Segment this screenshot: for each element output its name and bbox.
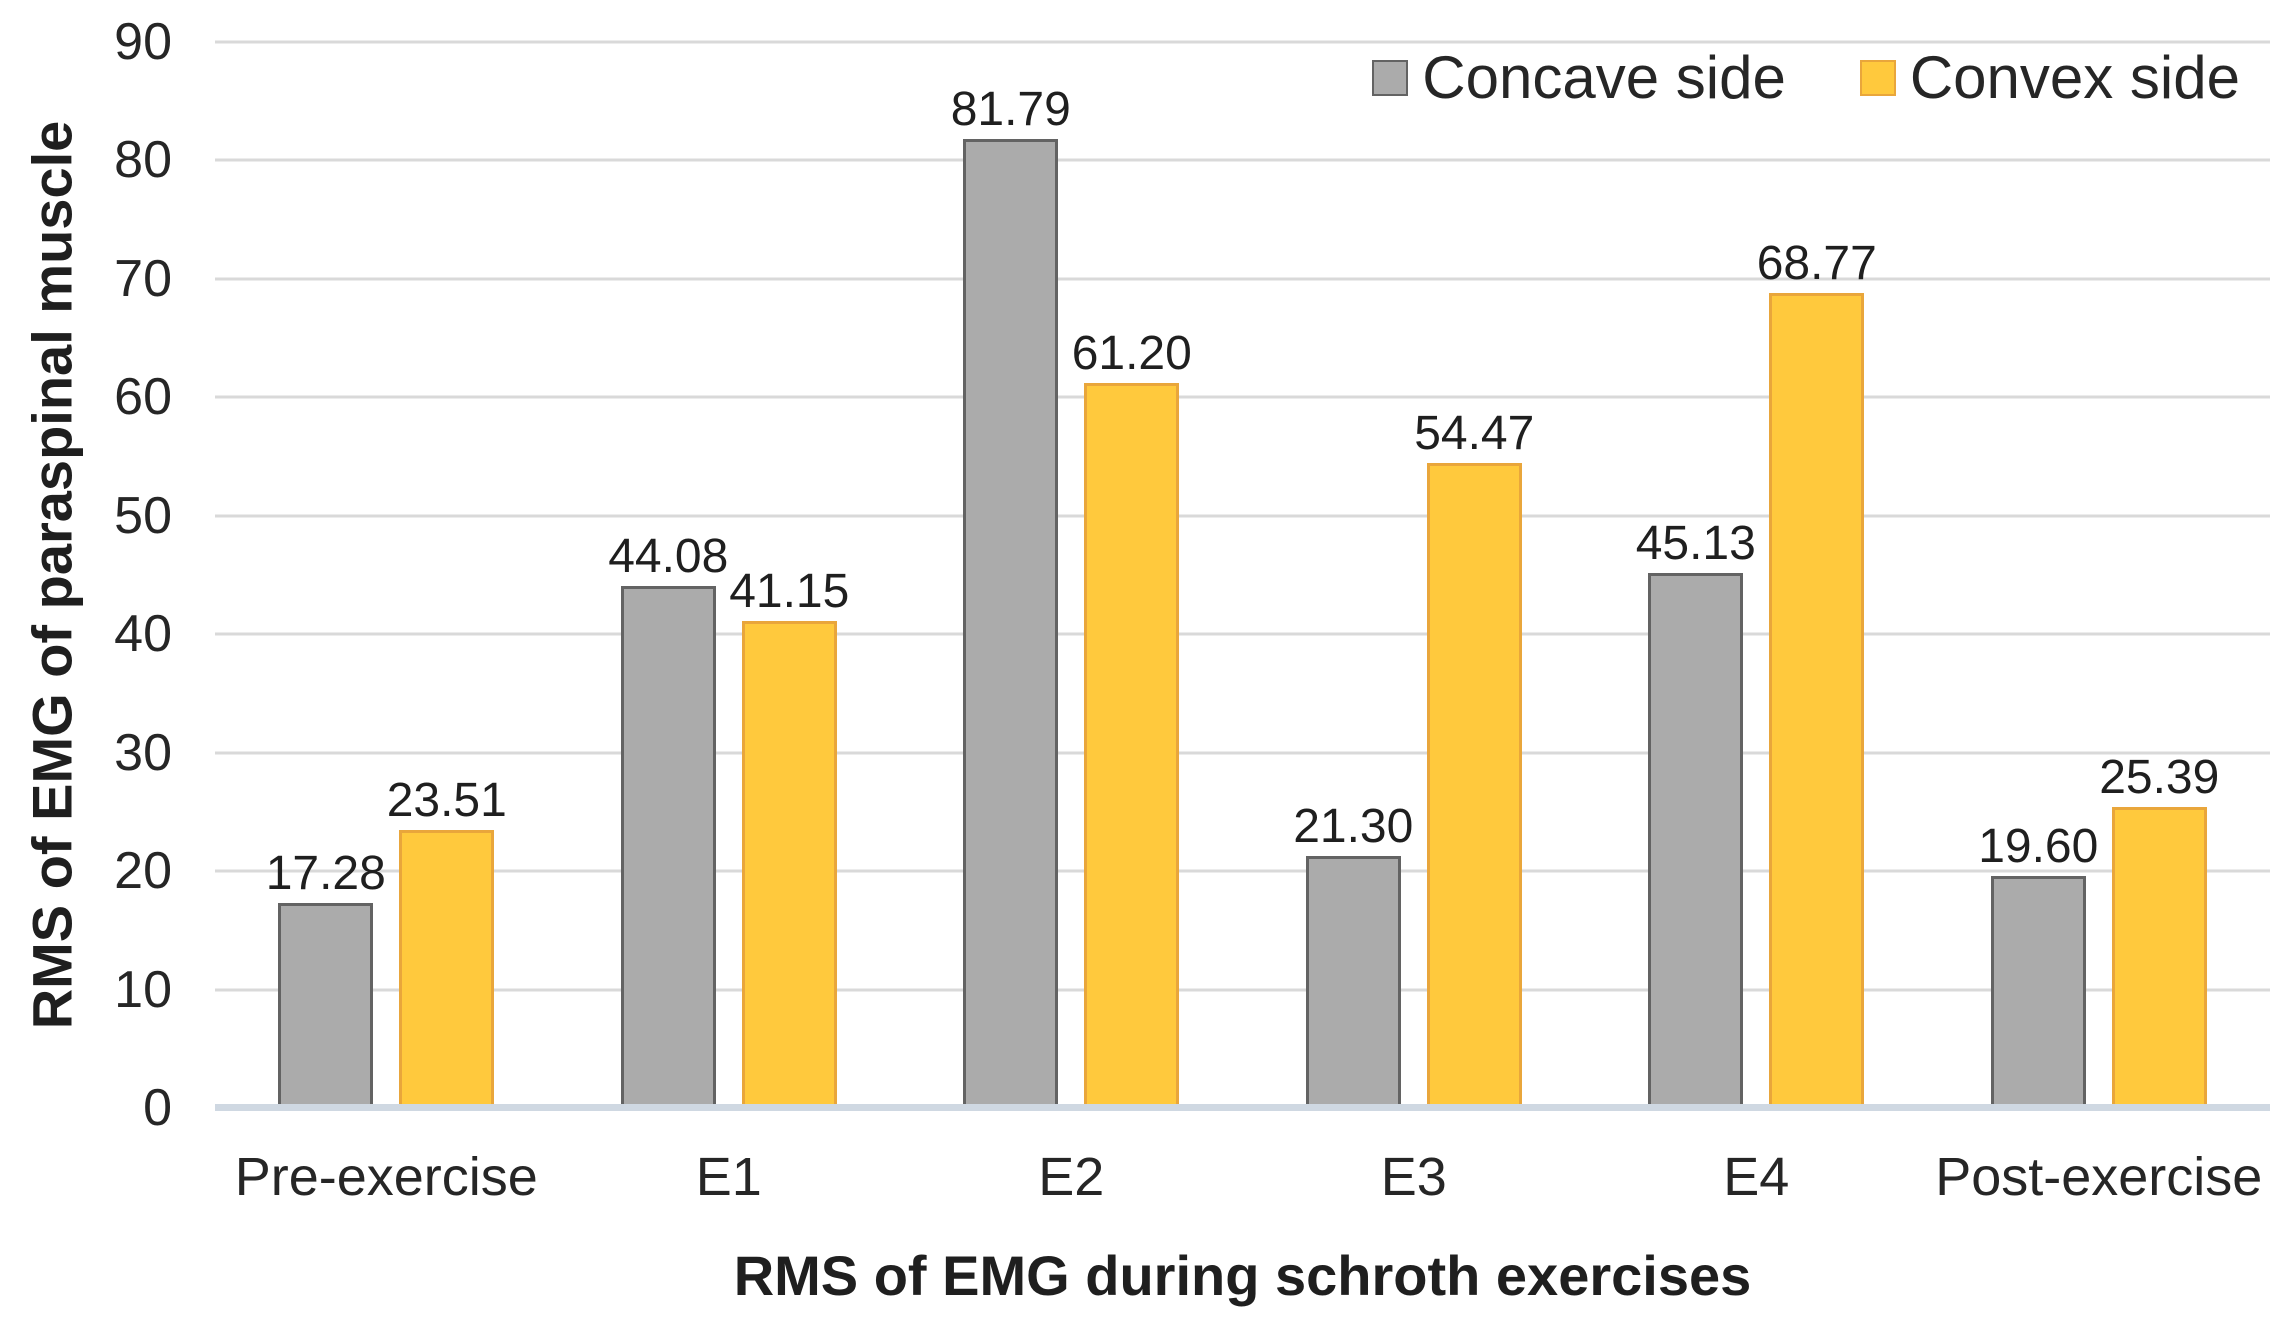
y-tick: 10	[114, 960, 172, 1019]
gridline	[215, 632, 2270, 636]
bar-value-label: 45.13	[1635, 517, 1756, 571]
bar-concave-e1: 44.08	[608, 532, 728, 1108]
y-axis-ticks: 90 80 70 60 50 40 30 20 10 0	[0, 16, 172, 1134]
bar-value-label: 19.60	[1978, 819, 2099, 873]
bar-convex-pre-exercise: 23.51	[387, 776, 507, 1108]
bar-concave-post-exercise: 19.60	[1978, 822, 2098, 1108]
legend-item-convex: Convex side	[1859, 44, 2240, 111]
legend-label: Concave side	[1422, 44, 1786, 111]
concave-swatch-icon	[1372, 60, 1409, 96]
plot-area: 17.28 23.51 44.08 41.15 81.79 61	[215, 40, 2270, 1111]
bar-value-label: 41.15	[729, 564, 850, 618]
bar-value-label: 44.08	[608, 529, 729, 583]
bar-concave-e3: 21.30	[1293, 802, 1413, 1108]
convex-swatch-icon	[1859, 60, 1896, 96]
bar-value-label: 54.47	[1414, 406, 1535, 460]
gridline	[215, 869, 2270, 873]
y-tick: 70	[114, 249, 172, 308]
gridline	[215, 158, 2270, 162]
category-group-pre-exercise: 17.28 23.51	[215, 42, 558, 1108]
category-group-e2: 81.79 61.20	[900, 42, 1243, 1108]
x-axis-line	[215, 1104, 2270, 1111]
x-axis-title: RMS of EMG during schroth exercises	[733, 1244, 1752, 1307]
bar-value-label: 68.77	[1756, 237, 1877, 291]
category-group-e1: 44.08 41.15	[558, 42, 901, 1108]
gridline	[215, 40, 2270, 44]
bar-concave-e2: 81.79	[951, 86, 1071, 1108]
category-group-e4: 45.13 68.77	[1585, 42, 1928, 1108]
y-tick: 90	[114, 13, 172, 71]
bar-convex-post-exercise: 25.39	[2099, 754, 2219, 1108]
x-label-e3: E3	[1380, 1147, 1447, 1207]
y-tick: 50	[114, 486, 172, 545]
x-label-pre-exercise: Pre-exercise	[234, 1147, 538, 1207]
legend-item-concave: Concave side	[1372, 48, 1786, 108]
bar-value-label: 81.79	[950, 83, 1071, 137]
bar-value-label: 21.30	[1293, 799, 1414, 853]
gridline	[215, 514, 2270, 518]
x-axis-labels: Pre-exercise E1 E2 E3 E4 Post-exercise	[215, 1150, 2270, 1204]
gridline	[215, 395, 2270, 399]
bar-convex-e3: 54.47	[1414, 409, 1534, 1108]
bar-value-label: 61.20	[1071, 327, 1192, 381]
bar-convex-e1: 41.15	[729, 567, 849, 1108]
bar-value-label: 25.39	[2099, 751, 2220, 805]
x-label-e2: E2	[1038, 1147, 1105, 1207]
bars: 17.28 23.51 44.08 41.15 81.79 61	[215, 42, 2270, 1108]
y-tick: 80	[114, 131, 172, 190]
category-group-post-exercise: 19.60 25.39	[1928, 42, 2271, 1108]
y-tick: 0	[143, 1079, 172, 1137]
bar-concave-pre-exercise: 17.28	[266, 850, 386, 1108]
legend-label: Convex side	[1909, 44, 2240, 111]
y-tick: 60	[114, 368, 172, 427]
category-group-e3: 21.30 54.47	[1243, 42, 1586, 1108]
gridline	[215, 277, 2270, 281]
bar-concave-e4: 45.13	[1636, 520, 1756, 1108]
bar-convex-e2: 61.20	[1072, 330, 1192, 1108]
y-tick: 40	[114, 605, 172, 664]
bar-convex-e4: 68.77	[1757, 240, 1877, 1108]
y-tick: 20	[114, 842, 172, 901]
x-label-post-exercise: Post-exercise	[1935, 1147, 2263, 1207]
x-label-e4: E4	[1723, 1147, 1790, 1207]
legend: Concave side Convex side	[1372, 48, 2240, 108]
bar-value-label: 23.51	[386, 773, 507, 827]
gridline	[215, 988, 2270, 992]
bar-value-label: 17.28	[265, 847, 386, 901]
x-label-e1: E1	[695, 1147, 762, 1207]
y-tick: 30	[114, 723, 172, 782]
gridline	[215, 751, 2270, 755]
